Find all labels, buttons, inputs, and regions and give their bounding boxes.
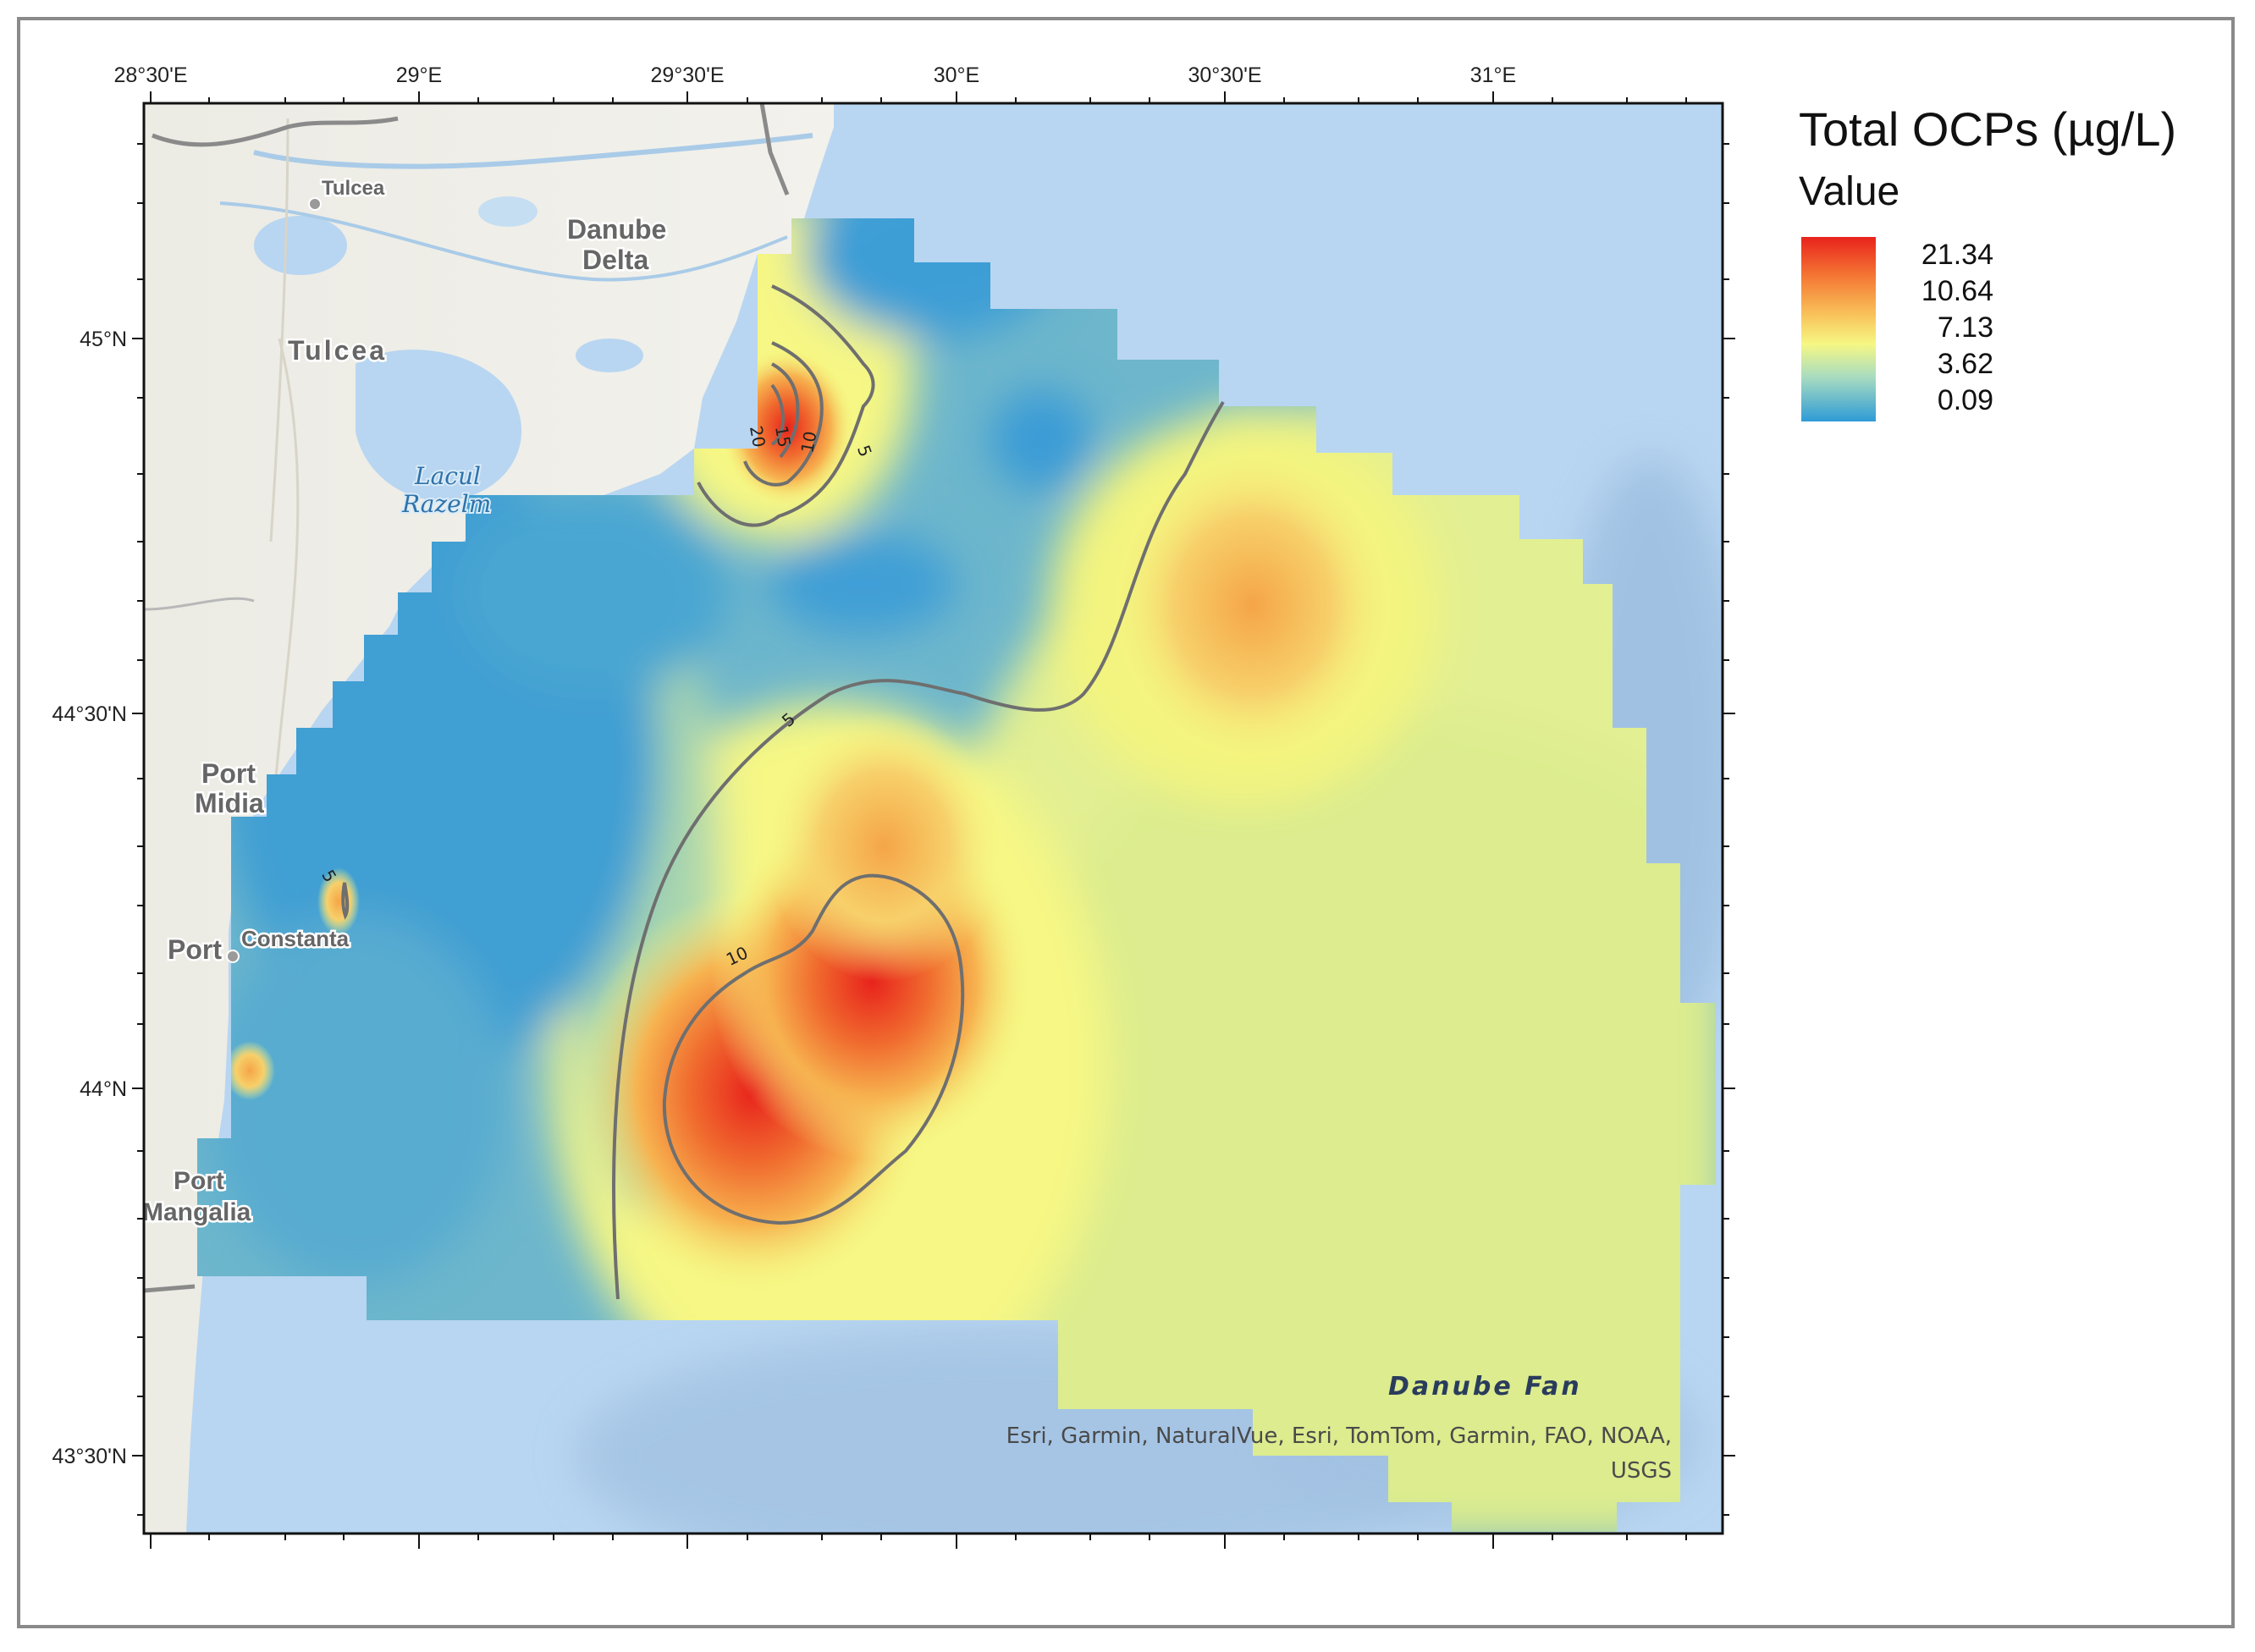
contour-label-15-north: 15 [771, 424, 795, 449]
label-danube-delta-2: Delta [582, 245, 648, 275]
lon-label-1: 29°E [396, 63, 442, 87]
lon-label-0: 28°30'E [113, 63, 187, 87]
legend-value-2: 10.64 [1892, 275, 1993, 308]
lon-label-4: 30°30'E [1188, 63, 1261, 87]
label-port-midia-1: Port [201, 758, 256, 789]
attribution-line-1: Esri, Garmin, NaturalVue, Esri, TomTom, … [1006, 1423, 1672, 1449]
label-tulcea: Tulcea [288, 335, 387, 366]
label-lacul: Lacul [414, 462, 481, 490]
legend-color-ramp [1801, 237, 1876, 421]
label-danube-delta-1: Danube [567, 214, 666, 245]
label-port-midia-2: Midia [195, 788, 264, 818]
label-port-constanta-2: Constanta [241, 926, 350, 951]
lat-label-1: 44°30'N [52, 702, 127, 726]
constanta-dot [227, 950, 239, 962]
legend-value-min: 0.09 [1892, 384, 1993, 417]
lon-label-2: 29°30'E [650, 63, 724, 87]
label-port-mangalia-2: Mangalia [142, 1198, 251, 1226]
contour-5-small [343, 883, 347, 916]
label-tulcea-small: Tulcea [322, 177, 385, 200]
contour-label-10-north: 10 [797, 430, 820, 454]
legend-value-max: 21.34 [1892, 239, 1993, 272]
lon-label-3: 30°E [934, 63, 979, 87]
contour-label-20-north: 20 [746, 424, 769, 449]
legend-value-3: 7.13 [1892, 311, 1993, 344]
legend: Total OCPs (µg/L) Value 21.34 10.64 7.13… [1799, 102, 2239, 215]
lon-label-5: 31°E [1470, 63, 1516, 87]
tulcea-dot [309, 198, 321, 210]
attribution-line-2: USGS [1611, 1458, 1672, 1484]
label-razelm: Razelm [401, 490, 491, 518]
legend-value-4: 3.62 [1892, 348, 1993, 381]
lat-label-2: 44°N [80, 1077, 127, 1101]
legend-title: Total OCPs (µg/L) [1799, 102, 2239, 157]
label-port-constanta-1: Port [168, 934, 222, 965]
legend-subtitle: Value [1799, 168, 2239, 215]
lat-label-3: 43°30'N [52, 1445, 127, 1468]
label-port-mangalia-1: Port [174, 1167, 224, 1195]
lat-label-0: 45°N [80, 328, 127, 351]
danube-fan-label: Danube Fan [1388, 1372, 1582, 1401]
